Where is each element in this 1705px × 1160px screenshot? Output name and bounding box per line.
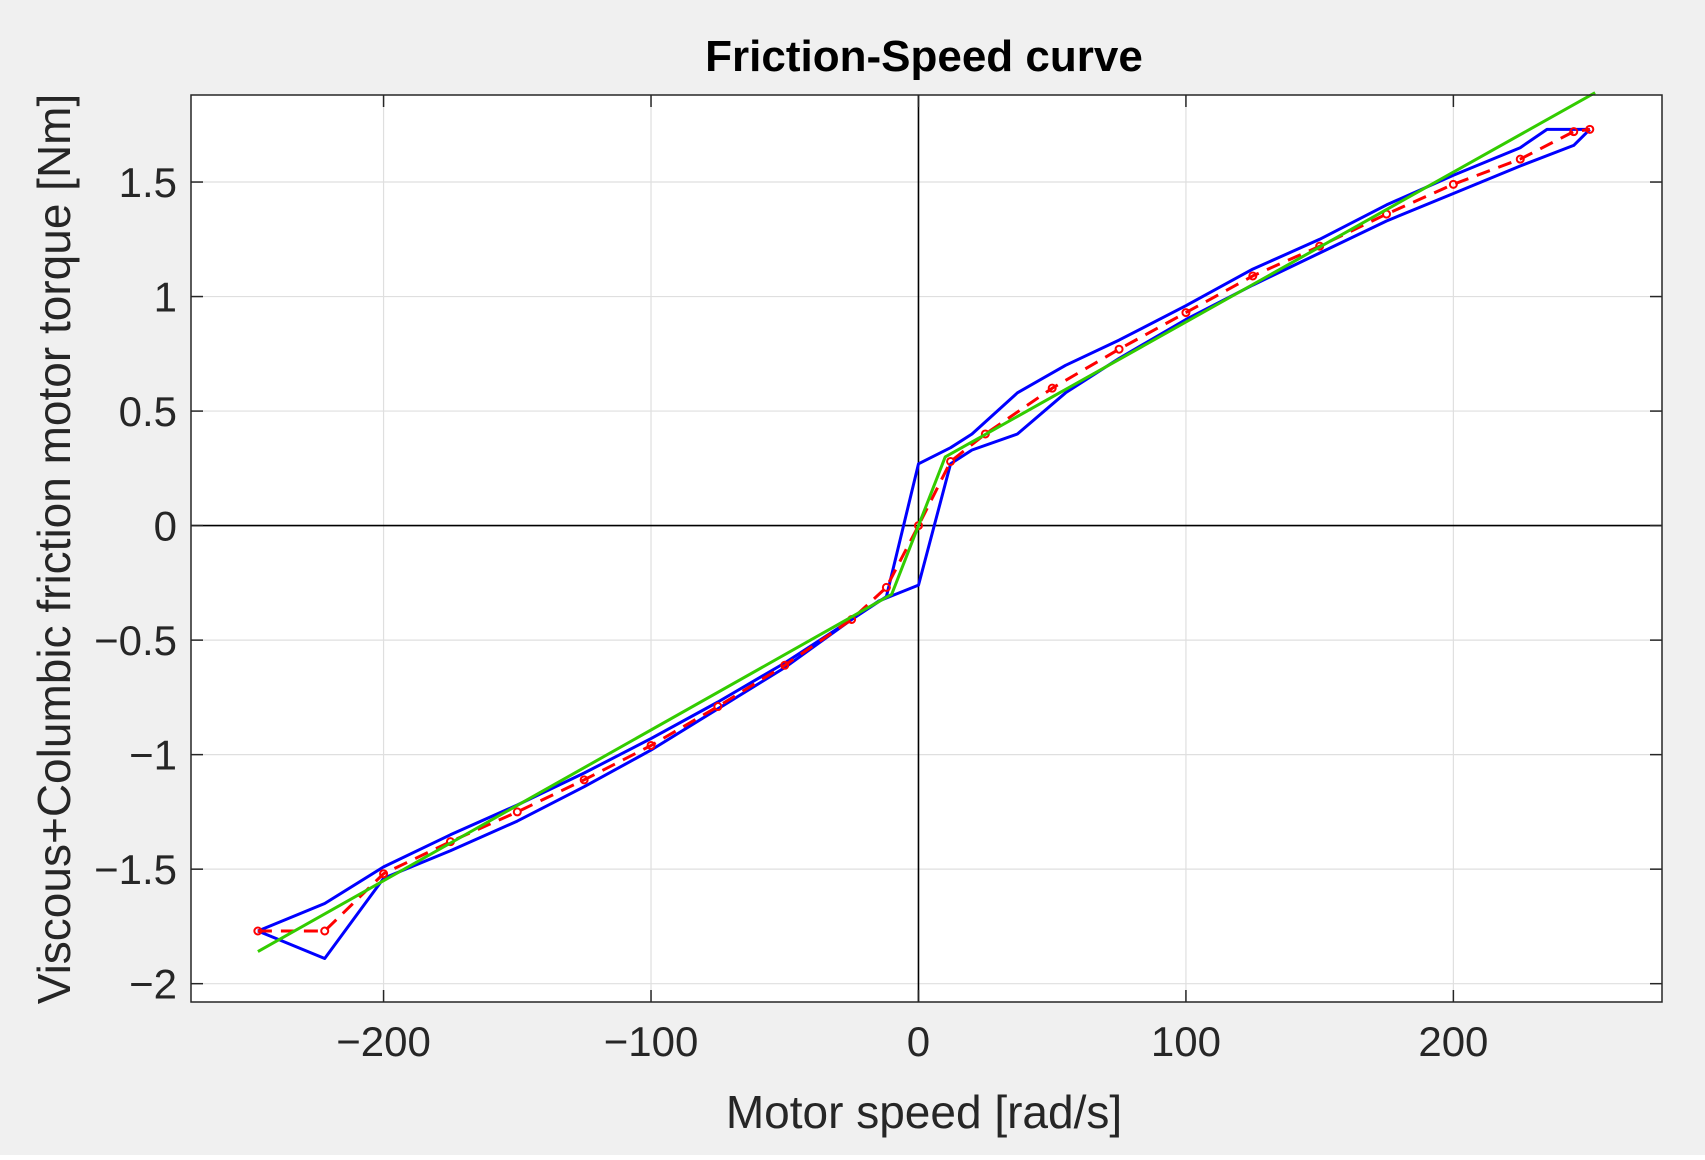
x-axis-label: Motor speed [rad/s] bbox=[726, 1086, 1122, 1138]
series-3-marker bbox=[713, 702, 723, 712]
series-4 bbox=[257, 91, 1596, 953]
y-tick-label: −0.5 bbox=[94, 617, 177, 664]
series-2 bbox=[257, 128, 1591, 960]
y-tick-label: −1 bbox=[129, 732, 177, 779]
series-3-marker bbox=[320, 926, 330, 936]
grid bbox=[191, 95, 1662, 1002]
series-3-marker bbox=[1248, 271, 1258, 281]
series-3-marker bbox=[646, 740, 656, 750]
series-2-line bbox=[257, 128, 1591, 960]
series-3-marker bbox=[881, 582, 891, 592]
series-3-marker bbox=[946, 456, 956, 466]
series-3-marker bbox=[379, 869, 389, 879]
x-tick-label: 100 bbox=[1151, 1018, 1221, 1065]
series-3-marker bbox=[253, 926, 263, 936]
series-3-marker bbox=[1047, 383, 1057, 393]
x-tick-label: 0 bbox=[907, 1018, 930, 1065]
tick-labels: −200 −100 0 100 200 −2 −1.5 −1 −0.5 0 0.5 1 1.5 bbox=[94, 95, 1662, 1065]
chart-title: Friction-Speed curve bbox=[705, 32, 1143, 81]
series-3-marker bbox=[1585, 124, 1595, 134]
series-3-marker bbox=[1515, 154, 1525, 164]
series-3-marker bbox=[1569, 127, 1579, 137]
series-3-marker bbox=[579, 775, 589, 785]
y-tick-label: −1.5 bbox=[94, 846, 177, 893]
series-3-marker bbox=[780, 660, 790, 670]
series-3-marker bbox=[1448, 179, 1458, 189]
series-3-line bbox=[257, 127, 1591, 933]
x-tick-label: −200 bbox=[336, 1018, 431, 1065]
series-3-marker bbox=[1181, 308, 1191, 318]
y-tick-label: 0.5 bbox=[119, 388, 177, 435]
axes-box bbox=[190, 94, 1663, 1003]
x-tick-label: 200 bbox=[1418, 1018, 1488, 1065]
series-3-marker bbox=[1114, 344, 1124, 354]
series-3 bbox=[253, 124, 1595, 936]
y-tick-label: 0 bbox=[154, 503, 177, 550]
y-tick-label: 1 bbox=[154, 274, 177, 321]
series-4-line bbox=[257, 91, 1596, 953]
x-tick-label: −100 bbox=[604, 1018, 699, 1065]
y-tick-label: −2 bbox=[129, 961, 177, 1008]
series-3-marker bbox=[512, 807, 522, 817]
y-tick-label: 1.5 bbox=[119, 159, 177, 206]
y-axis-label: Viscous+Columbic friction motor torque [… bbox=[28, 94, 80, 1005]
zero-axes-lines bbox=[191, 95, 1662, 1002]
series-layer bbox=[253, 91, 1596, 960]
